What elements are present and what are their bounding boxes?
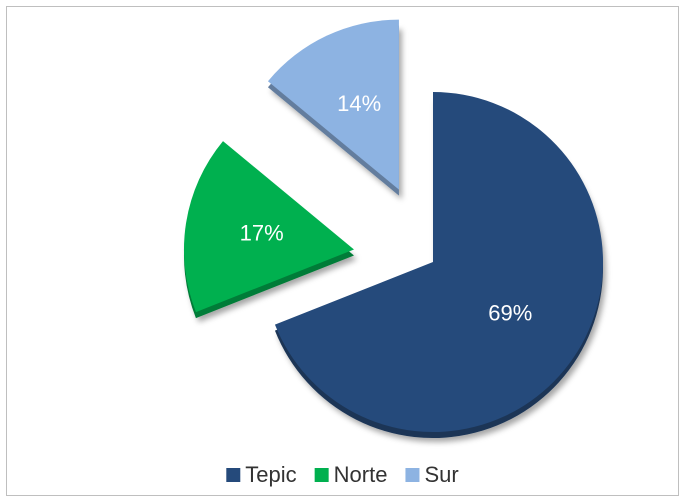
legend-label: Tepic bbox=[245, 462, 296, 487]
legend-label: Norte bbox=[334, 462, 388, 487]
data-label: 17% bbox=[240, 221, 284, 246]
data-label: 69% bbox=[488, 300, 532, 325]
data-label: 14% bbox=[337, 91, 381, 116]
legend-swatch bbox=[314, 468, 329, 482]
legend-swatch bbox=[226, 468, 241, 482]
slice bbox=[274, 92, 603, 433]
legend-swatch bbox=[405, 468, 420, 482]
slice bbox=[183, 141, 354, 313]
legend-label: Sur bbox=[424, 462, 458, 487]
slice bbox=[267, 19, 399, 190]
legend: Tepic Norte Sur bbox=[226, 462, 459, 487]
